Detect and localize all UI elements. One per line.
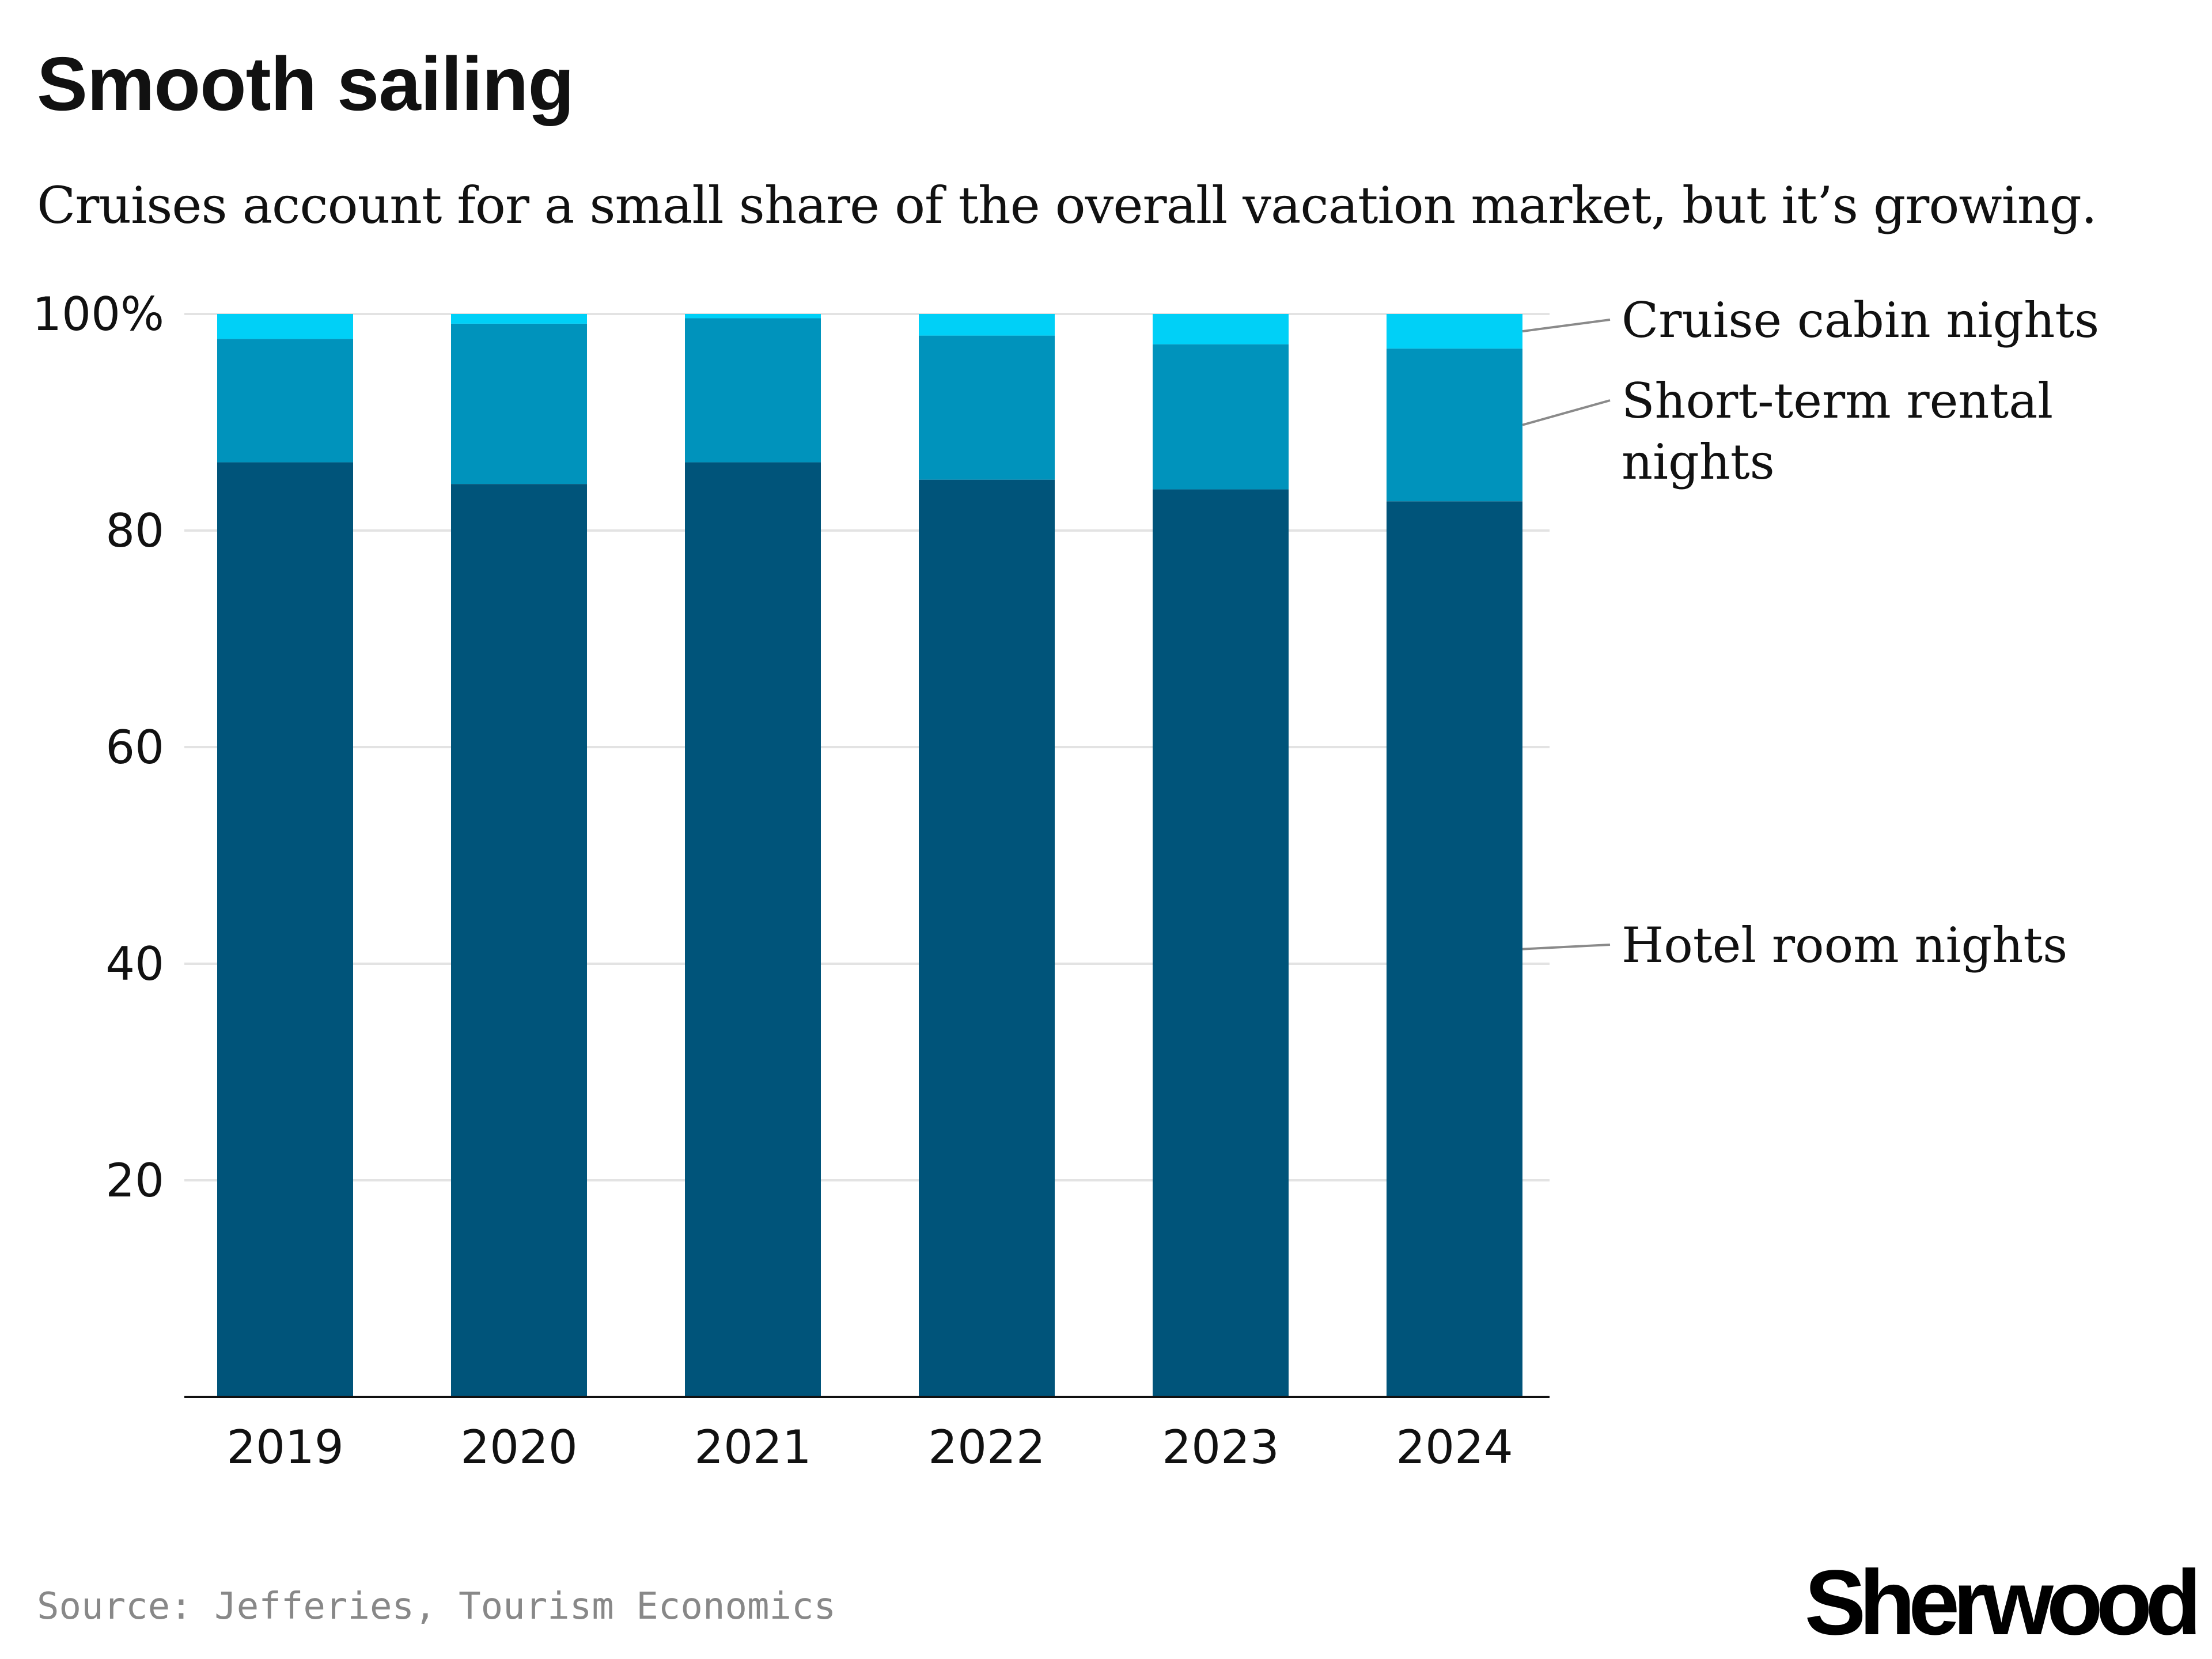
bar-2022-hotel-room-nights xyxy=(919,479,1055,1397)
bar-2020-short-term-rental-nights xyxy=(451,323,587,484)
leader-line-cruise-cabin-nights xyxy=(1522,319,1611,333)
bar-2022-short-term-rental-nights xyxy=(919,335,1055,480)
y-tick-label-80: 80 xyxy=(105,504,164,558)
series-label-short-term-rental-nights: Short-term rental nights xyxy=(1622,373,2053,490)
source-note: Source: Jefferies, Tourism Economics xyxy=(37,1585,836,1628)
bar-2023-cruise-cabin-nights xyxy=(1153,314,1289,344)
series-label-cruise-cabin-nights: Cruise cabin nights xyxy=(1622,292,2099,349)
leader-line-hotel-room-nights xyxy=(1522,944,1611,950)
bar-2022-cruise-cabin-nights xyxy=(919,314,1055,336)
bar-2020-hotel-room-nights xyxy=(451,484,587,1397)
x-tick-label-2020: 2020 xyxy=(460,1421,578,1474)
bar-2023-short-term-rental-nights xyxy=(1153,344,1289,490)
x-tick-label-2022: 2022 xyxy=(928,1421,1046,1474)
axes: 20 40 60 80 100% 2019 2020 2021 2022 2023 2024 xyxy=(32,287,1550,1474)
gridlines xyxy=(184,313,1550,1181)
brand-logo: Sherwood xyxy=(1804,1551,2202,1654)
x-tick-label-2019: 2019 xyxy=(226,1421,344,1474)
x-tick-label-2024: 2024 xyxy=(1396,1421,1513,1474)
bar-2019-hotel-room-nights xyxy=(217,462,353,1397)
x-tick-label-2023: 2023 xyxy=(1162,1421,1279,1474)
bar-2021-hotel-room-nights xyxy=(685,462,821,1397)
y-tick-label-40: 40 xyxy=(105,937,164,991)
y-tick-label-100: 100% xyxy=(32,287,164,341)
bar-2019-short-term-rental-nights xyxy=(217,339,353,463)
bar-2019-cruise-cabin-nights xyxy=(217,314,353,339)
x-tick-label-2021: 2021 xyxy=(694,1421,812,1474)
bar-2021-cruise-cabin-nights xyxy=(685,314,821,319)
y-tick-label-60: 60 xyxy=(105,721,164,774)
series-label-hotel-room-nights: Hotel room nights xyxy=(1622,917,2067,974)
chart-subtitle: Cruises account for a small share of the… xyxy=(37,176,2097,235)
series-labels: Hotel room nights Short-term rental nights… xyxy=(1522,292,2099,974)
bar-2024-short-term-rental-nights xyxy=(1387,349,1522,502)
bar-2023-hotel-room-nights xyxy=(1153,489,1289,1397)
bar-2024-cruise-cabin-nights xyxy=(1387,314,1522,349)
bar-2024-hotel-room-nights xyxy=(1387,501,1522,1397)
leader-line-short-term-rental-nights xyxy=(1522,399,1611,426)
bars xyxy=(217,314,1522,1397)
chart-title: Smooth sailing xyxy=(37,41,574,126)
bar-2020-cruise-cabin-nights xyxy=(451,314,587,324)
y-tick-label-20: 20 xyxy=(105,1154,164,1207)
bar-2021-short-term-rental-nights xyxy=(685,318,821,463)
